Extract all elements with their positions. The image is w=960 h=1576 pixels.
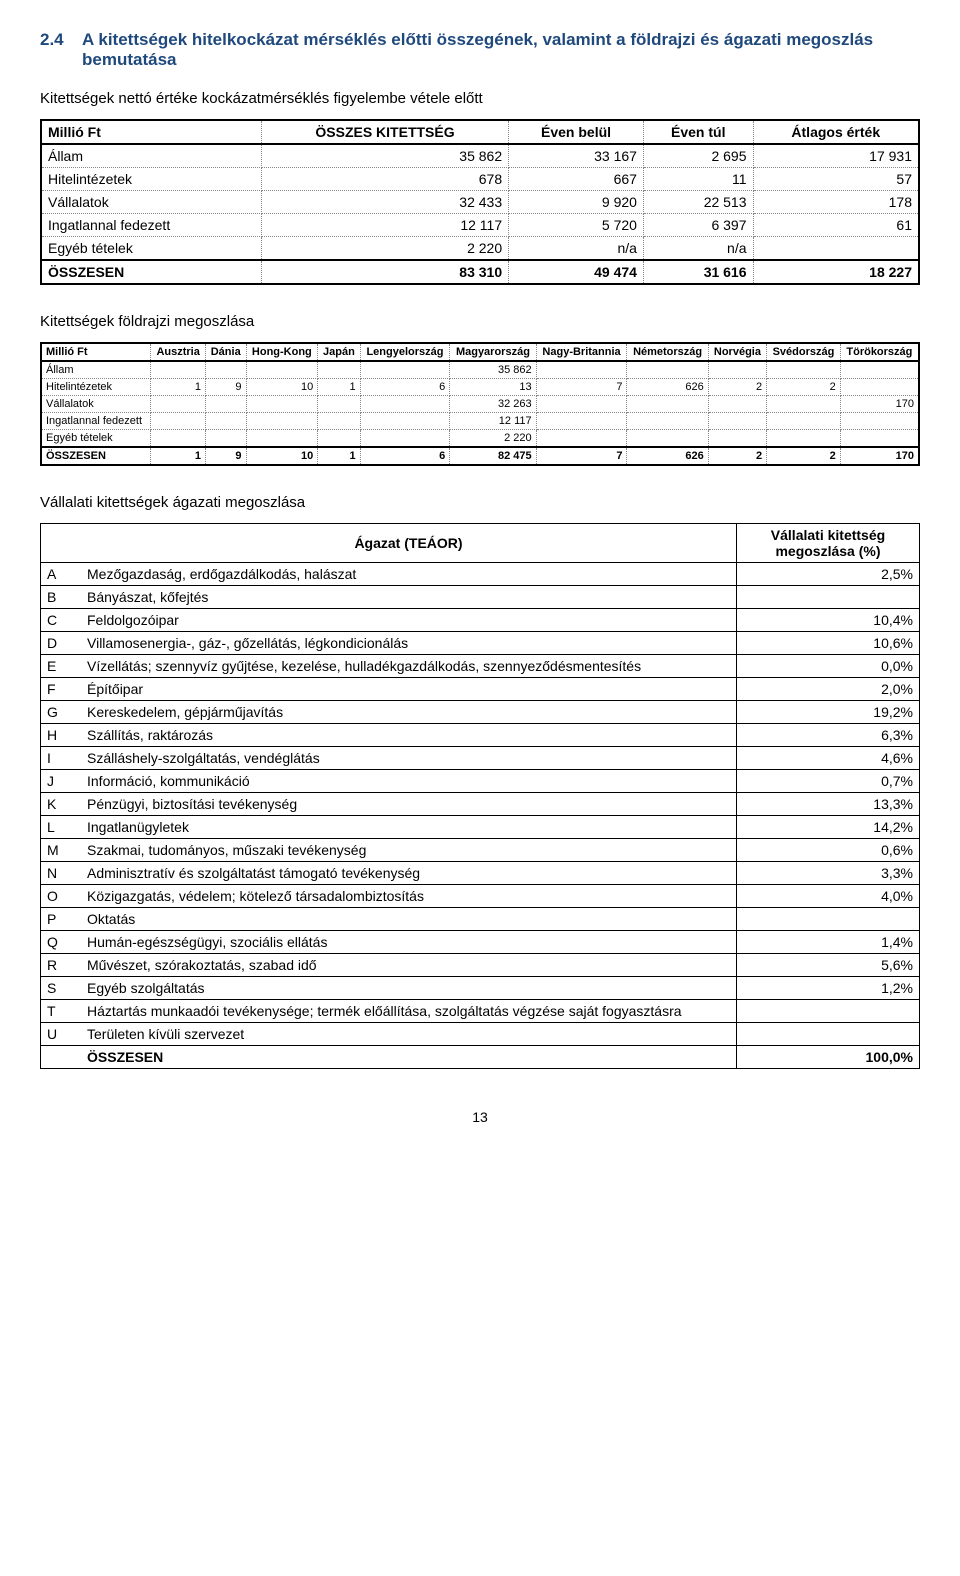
table2-header: Millió Ft bbox=[41, 343, 151, 361]
row-label: Egyéb tételek bbox=[41, 237, 261, 261]
table-row: RMűvészet, szórakoztatás, szabad idő5,6% bbox=[41, 954, 920, 977]
cell: 32 433 bbox=[261, 191, 508, 214]
page-number: 13 bbox=[40, 1109, 920, 1125]
table-row: MSzakmai, tudományos, műszaki tevékenysé… bbox=[41, 839, 920, 862]
cell: 2 695 bbox=[643, 144, 753, 168]
section-header: 2.4 A kitettségek hitelkockázat mérséklé… bbox=[40, 30, 920, 70]
table-row: Vállalatok32 263170 bbox=[41, 396, 919, 413]
table1-header: Millió Ft bbox=[41, 120, 261, 144]
subheading-3: Vállalati kitettségek ágazati megoszlása bbox=[40, 494, 920, 511]
table-row: ISzálláshely-szolgáltatás, vendéglátás4,… bbox=[41, 747, 920, 770]
table-row: UTerületen kívüli szervezet bbox=[41, 1023, 920, 1046]
cell: 61 bbox=[753, 214, 919, 237]
row-label: Vállalatok bbox=[41, 191, 261, 214]
row-label: Ingatlannal fedezett bbox=[41, 214, 261, 237]
cell: 33 167 bbox=[509, 144, 644, 168]
table2-header: Ausztria bbox=[151, 343, 206, 361]
table1-header: Éven túl bbox=[643, 120, 753, 144]
table2-header: Norvégia bbox=[708, 343, 766, 361]
cell: 6 397 bbox=[643, 214, 753, 237]
row-label: Állam bbox=[41, 144, 261, 168]
table3-head-right: Vállalati kitettség megoszlása (%) bbox=[737, 524, 920, 563]
cell: 57 bbox=[753, 168, 919, 191]
table1-header: Átlagos érték bbox=[753, 120, 919, 144]
table-row: Egyéb tételek2 220 bbox=[41, 430, 919, 448]
table-row: EVízellátás; szennyvíz gyűjtése, kezelés… bbox=[41, 655, 920, 678]
cell: 178 bbox=[753, 191, 919, 214]
table2-header: Svédország bbox=[767, 343, 841, 361]
cell: 12 117 bbox=[261, 214, 508, 237]
cell: 5 720 bbox=[509, 214, 644, 237]
table-row: JInformáció, kommunikáció0,7% bbox=[41, 770, 920, 793]
table-row: OKözigazgatás, védelem; kötelező társada… bbox=[41, 885, 920, 908]
cell: 35 862 bbox=[261, 144, 508, 168]
cell: 2 220 bbox=[261, 237, 508, 261]
table-row: Ingatlannal fedezett12 117 bbox=[41, 413, 919, 430]
section-number: 2.4 bbox=[40, 30, 82, 50]
row-label: Hitelintézetek bbox=[41, 168, 261, 191]
table-row: AMezőgazdaság, erdőgazdálkodás, halászat… bbox=[41, 563, 920, 586]
table-row: Hitelintézetek19101613762622 bbox=[41, 379, 919, 396]
cell: 11 bbox=[643, 168, 753, 191]
table-row: POktatás bbox=[41, 908, 920, 931]
table2-header: Törökország bbox=[840, 343, 919, 361]
table-row: CFeldolgozóipar10,4% bbox=[41, 609, 920, 632]
table-row: HSzállítás, raktározás6,3% bbox=[41, 724, 920, 747]
table2-header: Hong-Kong bbox=[246, 343, 318, 361]
total-row: ÖSSZESEN100,0% bbox=[41, 1046, 920, 1069]
table-agazati: Ágazat (TEÁOR) Vállalati kitettség megos… bbox=[40, 523, 920, 1069]
table-row: Állam35 86233 1672 69517 931 bbox=[41, 144, 919, 168]
table-row: NAdminisztratív és szolgáltatást támogat… bbox=[41, 862, 920, 885]
cell: 17 931 bbox=[753, 144, 919, 168]
table2-header: Japán bbox=[318, 343, 360, 361]
table-foldrajzi: Millió FtAusztriaDániaHong-KongJapánLeng… bbox=[40, 342, 920, 466]
table-row: BBányászat, kőfejtés bbox=[41, 586, 920, 609]
cell: 678 bbox=[261, 168, 508, 191]
table-row: THáztartás munkaadói tevékenysége; termé… bbox=[41, 1000, 920, 1023]
table-row: GKereskedelem, gépjárműjavítás19,2% bbox=[41, 701, 920, 724]
table1-header: ÖSSZES KITETTSÉG bbox=[261, 120, 508, 144]
total-row: ÖSSZESEN83 31049 47431 61618 227 bbox=[41, 260, 919, 284]
cell: 667 bbox=[509, 168, 644, 191]
cell: 22 513 bbox=[643, 191, 753, 214]
table-row: Vállalatok32 4339 92022 513178 bbox=[41, 191, 919, 214]
table-kitettsegek: Millió FtÖSSZES KITETTSÉGÉven belülÉven … bbox=[40, 119, 920, 285]
table2-header: Nagy-Britannia bbox=[536, 343, 627, 361]
table-row: DVillamosenergia-, gáz-, gőzellátás, lég… bbox=[41, 632, 920, 655]
table2-header: Lengyelország bbox=[360, 343, 450, 361]
cell: 9 920 bbox=[509, 191, 644, 214]
table-row: Egyéb tételek2 220n/an/a bbox=[41, 237, 919, 261]
table-row: Hitelintézetek6786671157 bbox=[41, 168, 919, 191]
table-row: QHumán-egészségügyi, szociális ellátás1,… bbox=[41, 931, 920, 954]
subheading-2: Kitettségek földrajzi megoszlása bbox=[40, 313, 920, 330]
table-row: Állam35 862 bbox=[41, 361, 919, 379]
cell: n/a bbox=[509, 237, 644, 261]
table2-header: Magyarország bbox=[450, 343, 536, 361]
cell: n/a bbox=[643, 237, 753, 261]
table1-header: Éven belül bbox=[509, 120, 644, 144]
table-row: SEgyéb szolgáltatás1,2% bbox=[41, 977, 920, 1000]
section-title: A kitettségek hitelkockázat mérséklés el… bbox=[82, 30, 920, 70]
table-row: FÉpítőipar2,0% bbox=[41, 678, 920, 701]
table-row: KPénzügyi, biztosítási tevékenység13,3% bbox=[41, 793, 920, 816]
table-row: Ingatlannal fedezett12 1175 7206 39761 bbox=[41, 214, 919, 237]
table3-head-left: Ágazat (TEÁOR) bbox=[81, 524, 737, 563]
table-row: LIngatlanügyletek14,2% bbox=[41, 816, 920, 839]
table2-header: Németország bbox=[627, 343, 708, 361]
cell bbox=[753, 237, 919, 261]
subheading-1: Kitettségek nettó értéke kockázatmérsékl… bbox=[40, 90, 920, 107]
total-row: ÖSSZESEN19101682 475762622170 bbox=[41, 447, 919, 465]
table2-header: Dánia bbox=[205, 343, 246, 361]
